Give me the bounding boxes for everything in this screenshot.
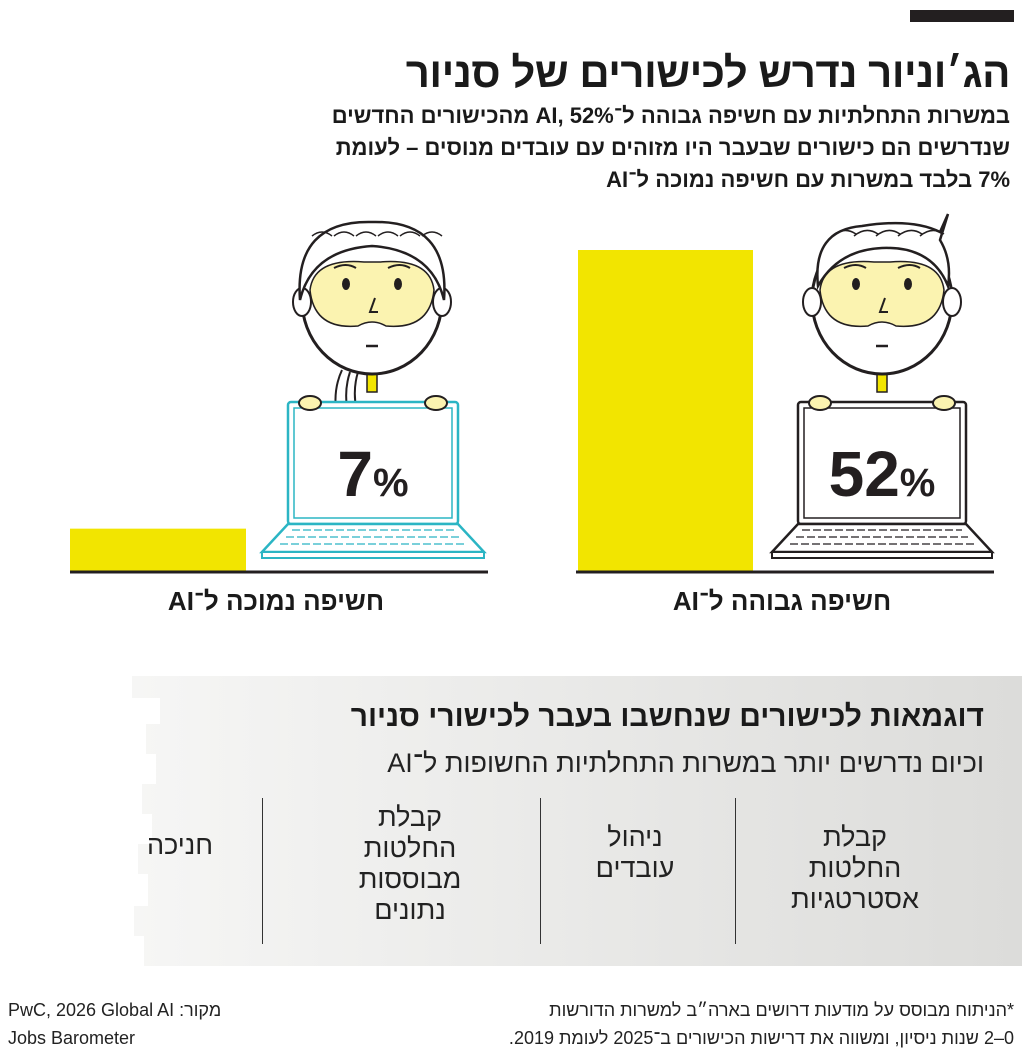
- nose-icon: [878, 297, 888, 313]
- laptop-base-icon: [259, 522, 487, 554]
- hair-strand-icon: [333, 231, 355, 237]
- subtitle-line: 7% בלבד במשרות עם חשיפה נמוכה ל־AI: [606, 167, 1010, 192]
- hand-icon: [932, 395, 956, 411]
- bar-low-exposure: [70, 528, 246, 572]
- examples-divider: [540, 798, 541, 944]
- examples-divider: [735, 798, 736, 944]
- hair-icon: [298, 220, 446, 301]
- nose-icon: [368, 297, 378, 313]
- laptop-screen-inner-icon: [803, 407, 961, 519]
- category-label-low-exposure: חשיפה נמוכה ל־AI: [167, 586, 385, 616]
- example-item-mentoring: חניכה: [110, 830, 250, 861]
- hair-strand-icon: [831, 229, 857, 237]
- laptop-edge-icon: [261, 551, 485, 559]
- examples-subtitle: וכיום נדרשים יותר במשרות התחלתיות החשופו…: [387, 748, 984, 778]
- hair-strand-icon: [311, 231, 333, 237]
- top-rule: [910, 10, 1014, 22]
- footnote: *הניתוח מבוסס על מודעות דרושים בארה״ב למ…: [324, 996, 1014, 1052]
- examples-divider: [262, 798, 263, 944]
- page-title: הג׳וניור נדרש לכישורים של סניור: [405, 49, 1011, 96]
- hair-strand-icon: [919, 229, 945, 237]
- figure-low-exposure: 7%: [259, 220, 487, 559]
- laptop-screen-inner-icon: [293, 407, 453, 519]
- hair-strand-icon: [421, 231, 443, 237]
- example-word: חניכה: [146, 830, 214, 860]
- page-subtitle: במשרות התחלתיות עם חשיפה גבוהה ל־AI, 52%…: [110, 100, 1010, 196]
- subtitle-line: שנדרשים הם כישורים שבעבר היו מזוהים עם ע…: [335, 135, 1010, 160]
- source-credit: PwC, 2026 Global AI מקור: Jobs Barometer: [8, 996, 298, 1052]
- hand-icon: [808, 395, 832, 411]
- bar-chart: 52% 7%: [70, 213, 995, 574]
- source-line: Jobs Barometer: [8, 1028, 136, 1048]
- examples-panel-shape: [132, 676, 1022, 966]
- source-text: PwC, 2026 Global AI: [8, 1000, 175, 1020]
- example-word: נתונים: [374, 895, 446, 925]
- ear-icon: [942, 287, 962, 317]
- example-word: החלטות: [808, 853, 902, 883]
- example-item-data-driven-decisions: קבלת החלטות מבוססות נתונים: [300, 802, 520, 926]
- face-glow-icon: [309, 260, 435, 328]
- hair-strand-icon: [875, 229, 901, 237]
- laptop-edge-icon: [771, 551, 993, 559]
- eye-icon: [394, 278, 402, 290]
- figure-high-exposure: 52%: [769, 213, 995, 559]
- hair-strand-icon: [377, 231, 399, 237]
- example-word: אסטרטגיות: [791, 884, 919, 914]
- hand-icon: [298, 395, 322, 411]
- hand-icon: [424, 395, 448, 411]
- examples-panel-background: [132, 676, 1022, 966]
- hair-strand-icon: [355, 231, 377, 237]
- eyebrow-icon: [843, 264, 921, 269]
- footnote-line: 0–2 שנות ניסיון, ומשווה את דרישות הכישור…: [508, 1028, 1014, 1048]
- eye-icon: [904, 278, 912, 290]
- laptop-base-icon: [769, 522, 995, 554]
- category-label-high-exposure: חשיפה גבוהה ל־AI: [672, 586, 892, 616]
- hair-strand-icon: [897, 229, 923, 237]
- example-word: מבוססות: [358, 864, 462, 894]
- source-line: PwC, 2026 Global AI מקור:: [8, 996, 298, 1024]
- ear-icon: [802, 287, 822, 317]
- example-word: ניהול: [607, 822, 663, 852]
- example-item-managing-employees: ניהול עובדים: [540, 822, 730, 884]
- subtitle-line: במשרות התחלתיות עם חשיפה גבוהה ל־AI, 52%…: [331, 103, 1010, 128]
- hair-strand-icon: [399, 231, 421, 237]
- hair-strand-icon: [853, 229, 879, 237]
- face-glow-icon: [819, 260, 945, 328]
- value-label-high-exposure: 52%: [829, 438, 936, 510]
- examples-title: דוגמאות לכישורים שנחשבו בעבר לכישורי סני…: [350, 700, 984, 733]
- eyebrow-icon: [333, 264, 411, 269]
- example-word: החלטות: [363, 833, 457, 863]
- example-word: קבלת: [823, 822, 887, 852]
- example-item-strategic-decisions: קבלת החלטות אסטרטגיות: [740, 822, 970, 915]
- bar-high-exposure: [578, 250, 753, 572]
- example-word: עובדים: [595, 853, 675, 883]
- source-label: מקור:: [179, 1000, 222, 1020]
- example-word: קבלת: [378, 802, 442, 832]
- footnote-line: *הניתוח מבוסס על מודעות דרושים בארה״ב למ…: [549, 1000, 1014, 1020]
- value-label-low-exposure: 7%: [337, 438, 408, 510]
- eye-icon: [342, 278, 350, 290]
- eye-icon: [852, 278, 860, 290]
